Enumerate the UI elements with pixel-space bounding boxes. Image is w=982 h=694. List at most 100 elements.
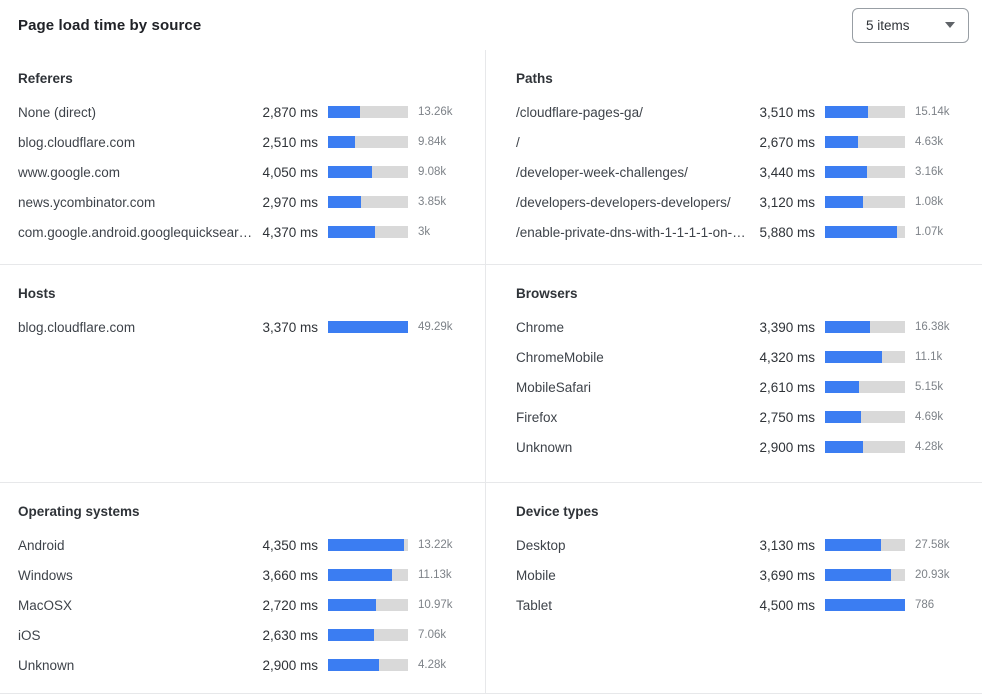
metric-label: Mobile — [516, 567, 556, 583]
metric-time-value: 2,630 ms — [262, 627, 318, 643]
metric-count: 4.69k — [915, 411, 944, 423]
metric-row: Firefox 2,750 ms 4.69k — [516, 402, 965, 432]
bar-fill — [328, 226, 376, 238]
bar-track — [825, 381, 905, 393]
metric-label: /enable-private-dns-with-1-1-1-1-on-… — [516, 224, 746, 240]
bar-fill — [825, 166, 868, 178]
panel-browsers: Browsers Chrome 3,390 ms 16.38k ChromeMobile… — [486, 265, 982, 483]
chevron-down-icon — [945, 22, 955, 28]
metric-label: Desktop — [516, 537, 566, 553]
bar-track — [328, 226, 408, 238]
metric-label: Tablet — [516, 597, 553, 613]
metric-time-value: 5,880 ms — [759, 224, 815, 240]
metric-count: 9.84k — [418, 136, 447, 148]
bar-track — [328, 629, 408, 641]
metric-row: Android 4,350 ms 13.22k — [18, 530, 468, 560]
metric-count: 11.1k — [915, 351, 943, 363]
panel-referers: Referers None (direct) 2,870 ms 13.26k blog.… — [0, 50, 486, 265]
metric-row: Windows 3,660 ms 11.13k — [18, 560, 468, 590]
card-header: Page load time by source 5 items — [0, 0, 982, 50]
metric-row: /enable-private-dns-with-1-1-1-1-on-… 5,8… — [516, 217, 965, 247]
metric-row: www.google.com 4,050 ms 9.08k — [18, 157, 468, 187]
metric-row: com.google.android.googlequicksearc… 4,37… — [18, 217, 468, 247]
bar-fill — [328, 659, 380, 671]
items-count-dropdown-value: 5 items — [866, 17, 910, 33]
bar-track — [825, 106, 905, 118]
metric-count: 4.28k — [915, 441, 944, 453]
bar-track — [328, 106, 408, 118]
metric-time-value: 2,900 ms — [262, 657, 318, 673]
bar-fill — [825, 196, 864, 208]
bar-fill — [328, 136, 356, 148]
bar-fill — [825, 441, 863, 453]
metric-label: blog.cloudflare.com — [18, 319, 136, 335]
panel-title: Hosts — [18, 286, 56, 301]
bar-track — [825, 441, 905, 453]
metric-label: Windows — [18, 567, 73, 583]
metric-count: 11.13k — [418, 569, 452, 581]
bar-track — [825, 569, 905, 581]
bar-track — [825, 351, 905, 363]
metric-label: /developer-week-challenges/ — [516, 164, 688, 180]
bar-track — [825, 226, 905, 238]
panel-operating-systems: Operating systems Android 4,350 ms 13.22k Wi… — [0, 483, 486, 693]
metric-time-value: 4,500 ms — [759, 597, 815, 613]
bar-fill — [825, 136, 858, 148]
metric-row: iOS 2,630 ms 7.06k — [18, 620, 468, 650]
bar-fill — [825, 226, 897, 238]
bar-fill — [825, 599, 905, 611]
bar-track — [328, 539, 408, 551]
metric-count: 10.97k — [418, 599, 453, 611]
metric-label: MacOSX — [18, 597, 73, 613]
metric-row: Chrome 3,390 ms 16.38k — [516, 312, 965, 342]
metric-count: 9.08k — [418, 166, 447, 178]
metric-time-value: 2,720 ms — [262, 597, 318, 613]
bar-fill — [328, 196, 361, 208]
metric-count: 4.28k — [418, 659, 447, 671]
metric-time-value: 3,370 ms — [262, 319, 318, 335]
metric-time-value: 2,610 ms — [759, 379, 815, 395]
metric-count: 16.38k — [915, 321, 950, 333]
metric-label: Unknown — [18, 657, 75, 673]
bar-fill — [328, 321, 408, 333]
metric-time-value: 2,670 ms — [759, 134, 815, 150]
metric-row: Tablet 4,500 ms 786 — [516, 590, 965, 620]
panel-paths: Paths/cloudflare-pages-ga/3,510 ms 15.14k… — [486, 50, 982, 265]
metric-count: 49.29k — [418, 321, 453, 333]
metric-row: /developers-developers-developers/3,120 … — [516, 187, 965, 217]
metric-count: 13.26k — [418, 106, 453, 118]
metric-time-value: 4,050 ms — [262, 164, 318, 180]
metric-row: /developer-week-challenges/3,440 ms 3.16k — [516, 157, 965, 187]
bar-fill — [825, 569, 891, 581]
metric-count: 20.93k — [915, 569, 950, 581]
bar-fill — [825, 411, 861, 423]
metric-count: 5.15k — [915, 381, 944, 393]
metric-label: None (direct) — [18, 104, 97, 120]
bar-track — [825, 599, 905, 611]
metric-label: MobileSafari — [516, 379, 592, 395]
bar-track — [825, 166, 905, 178]
metric-count: 3.16k — [915, 166, 944, 178]
bar-track — [825, 136, 905, 148]
bar-fill — [825, 351, 882, 363]
metric-label: com.google.android.googlequicksearc… — [18, 224, 253, 240]
panel-title: Paths — [516, 71, 553, 86]
metric-row: Unknown 2,900 ms 4.28k — [516, 432, 965, 462]
bar-fill — [328, 106, 360, 118]
metric-row: ChromeMobile 4,320 ms 11.1k — [516, 342, 965, 372]
metric-time-value: 3,120 ms — [759, 194, 815, 210]
page-title: Page load time by source — [18, 16, 202, 34]
panel-device-types: Device types Desktop 3,130 ms 27.58k Mobile 3… — [486, 483, 982, 693]
items-count-dropdown[interactable]: 5 items — [852, 7, 969, 43]
bar-track — [825, 196, 905, 208]
metric-label: ChromeMobile — [516, 349, 604, 365]
metric-time-value: 3,510 ms — [759, 104, 815, 120]
metric-row: MacOSX 2,720 ms 10.97k — [18, 590, 468, 620]
metric-count: 3k — [418, 226, 431, 238]
metric-time-value: 3,690 ms — [759, 567, 815, 583]
bar-track — [825, 321, 905, 333]
bar-fill — [328, 599, 376, 611]
metric-time-value: 3,130 ms — [759, 537, 815, 553]
metric-time-value: 4,370 ms — [262, 224, 318, 240]
metric-label: Unknown — [516, 439, 573, 455]
